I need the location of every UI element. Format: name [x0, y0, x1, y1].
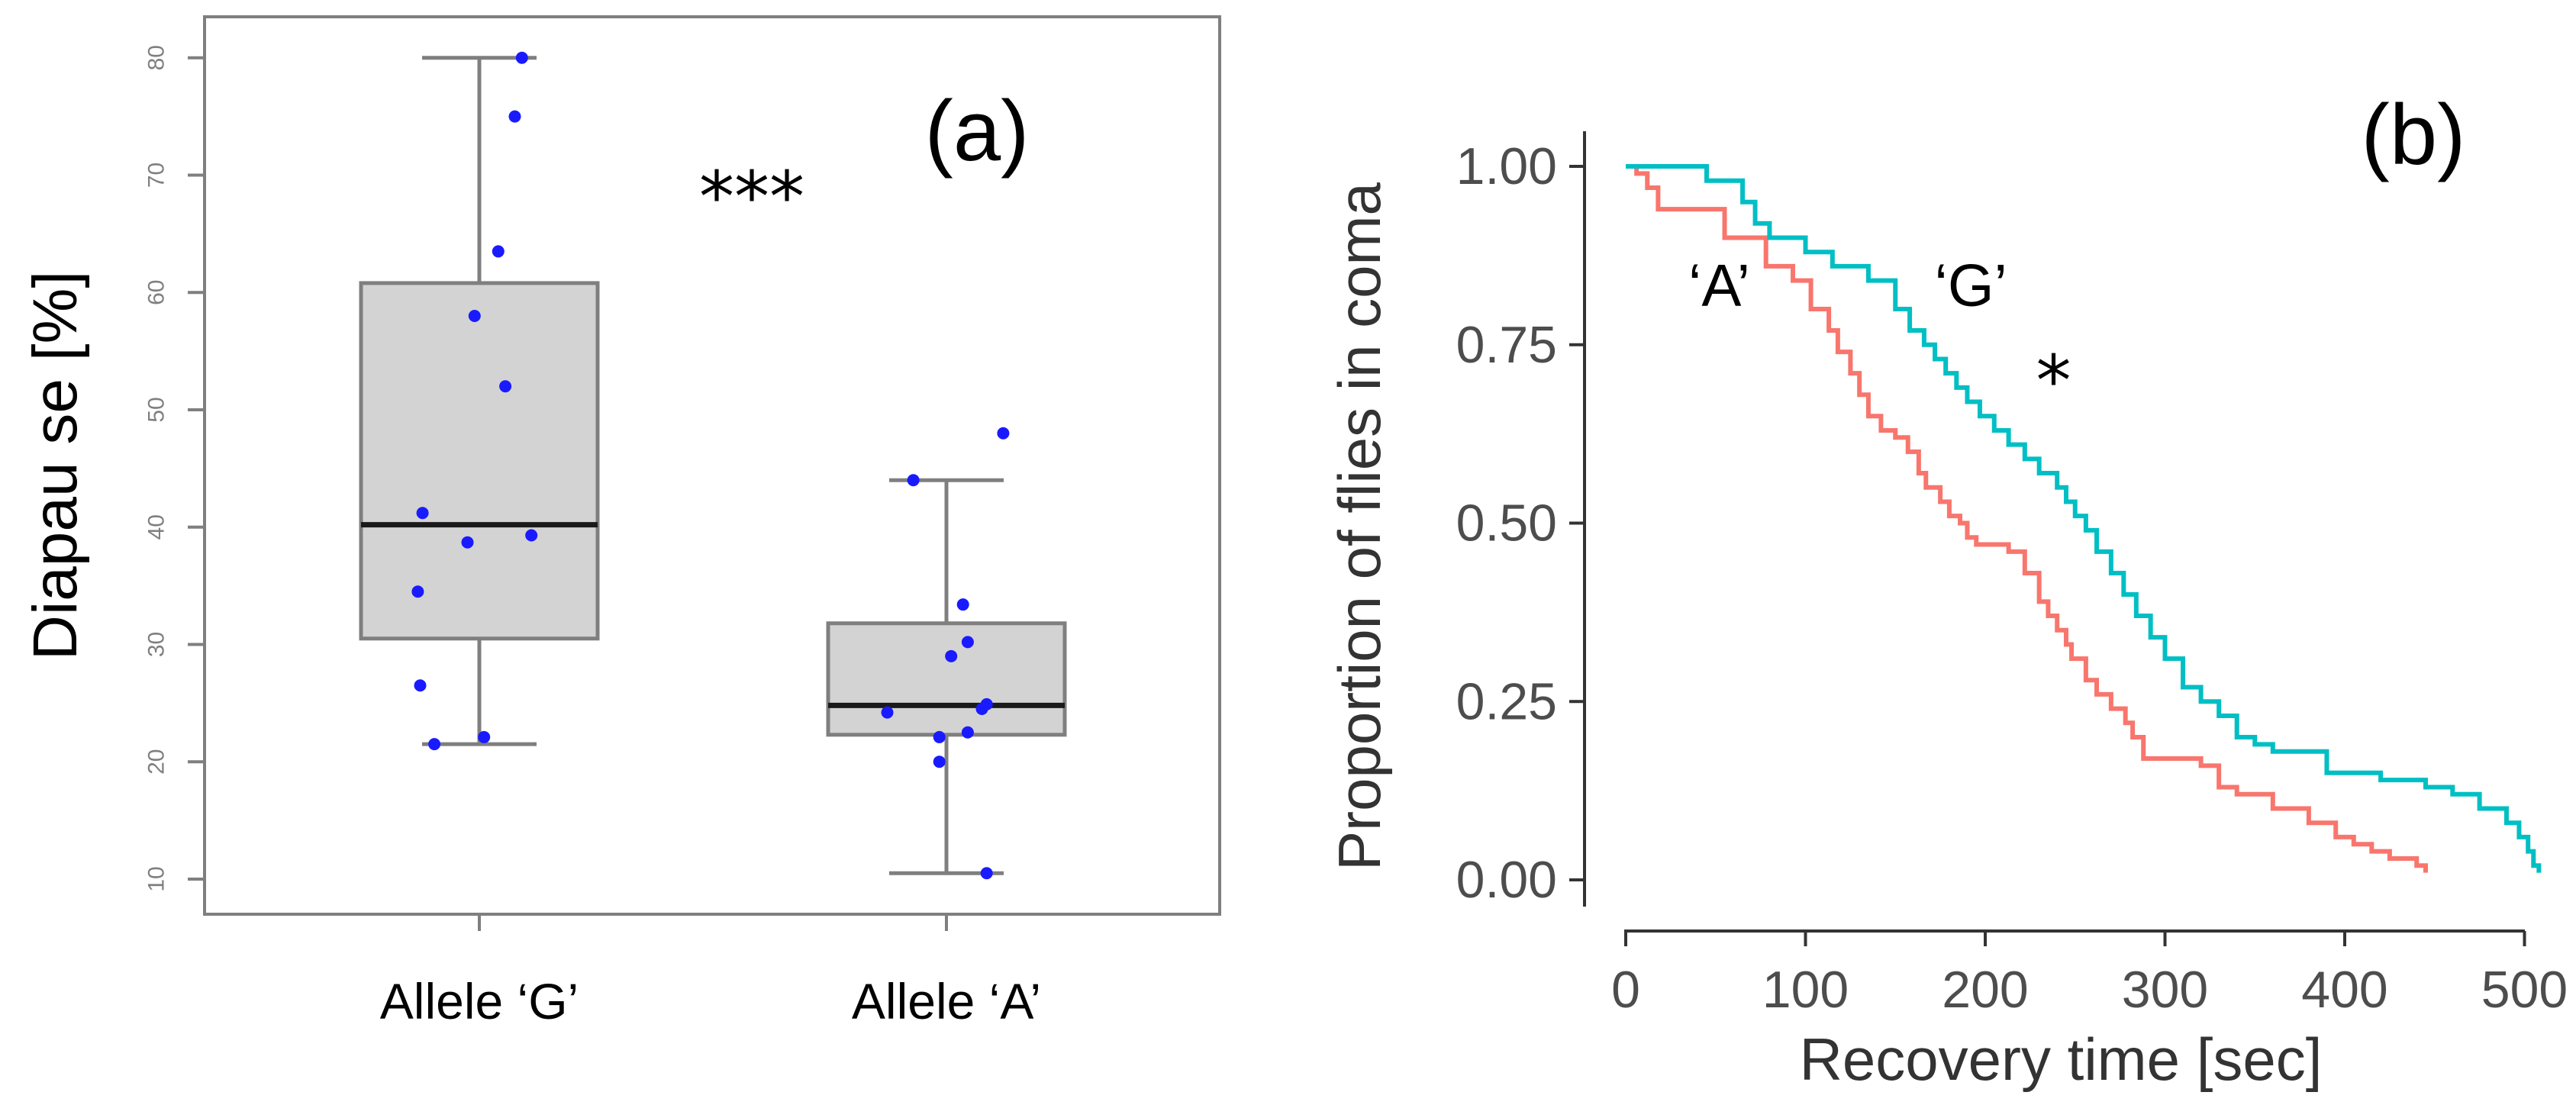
panel-a-data-point	[499, 380, 512, 393]
panel-a-y-tick-label: 10	[144, 866, 169, 891]
panel-a-boxplot: 10 20 30 40 50 60 70 80 Allele ‘G’ Allele ‘A’ (a…	[21, 15, 1221, 1029]
panel-a-data-point	[461, 536, 474, 549]
panel-a-y-tick-label: 50	[144, 397, 169, 422]
panel-a-box-allele-g	[359, 56, 600, 746]
panel-b-label: (b)	[2362, 87, 2466, 182]
panel-a-box-allele-a	[826, 478, 1067, 875]
panel-a-plot-frame	[203, 15, 1221, 916]
panel-a-y-tick-label: 80	[144, 45, 169, 70]
panel-b-y-tick-label: 0.25	[1456, 672, 1557, 730]
panel-a-data-point	[956, 598, 969, 611]
panel-a-data-point	[428, 738, 441, 751]
panel-a-data-point	[508, 110, 521, 123]
panel-a-y-tick-label: 40	[144, 514, 169, 540]
panel-b-y-tick-label: 0.00	[1456, 851, 1557, 909]
panel-b-series-allele-g-line	[1626, 164, 2542, 873]
panel-a-data-point	[411, 585, 424, 598]
panel-a-significance: ***	[699, 156, 804, 238]
panel-b-x-tick-label: 400	[2301, 961, 2387, 1019]
panel-a-y-tick-label: 70	[144, 163, 169, 188]
panel-a-data-point	[492, 245, 505, 258]
panel-a-y-tick-label: 20	[144, 749, 169, 775]
panel-a-data-point	[945, 649, 958, 662]
panel-b-x-axis-title: Recovery time [sec]	[1800, 1026, 2323, 1093]
panel-b-significance: *	[2036, 340, 2071, 422]
panel-a-data-point	[416, 507, 429, 520]
panel-a-data-point	[961, 636, 974, 649]
panel-a-y-tick-label: 60	[144, 280, 169, 305]
panel-a-label: (a)	[925, 83, 1030, 179]
panel-b-y-tick-label: 0.75	[1456, 316, 1557, 374]
panel-b-x-tick-label: 500	[2481, 961, 2568, 1019]
panel-a-y-tick-label: 30	[144, 632, 169, 657]
panel-a-data-point	[525, 529, 538, 542]
panel-a-data-point	[997, 427, 1010, 440]
panel-a-data-point	[881, 706, 894, 719]
panel-a-y-axis-title: Diapau se [%]	[21, 271, 90, 661]
panel-b-x-tick-label: 100	[1762, 961, 1849, 1019]
panel-a-data-point	[468, 309, 481, 322]
panel-b-survival-curves: 0.00 0.25 0.50 0.75 1.00 0 100 200 300 400 500 ‘A…	[1326, 87, 2568, 1093]
panel-a-data-point	[414, 679, 427, 692]
panel-a-x-tick-label: Allele ‘A’	[852, 973, 1041, 1029]
panel-a-data-point	[478, 730, 491, 743]
panel-a-data-point	[933, 755, 946, 768]
panel-b-x-tick-label: 0	[1611, 961, 1640, 1019]
panel-a-data-point	[933, 730, 946, 743]
panel-b-x-tick-label: 300	[2122, 961, 2208, 1019]
panel-b-series-label-allele-g: ‘G’	[1934, 251, 2007, 318]
panel-a-x-tick-label: Allele ‘G’	[380, 973, 579, 1029]
panel-b-series-allele-a-line	[1626, 164, 2428, 873]
panel-b-y-tick-label: 1.00	[1456, 137, 1557, 195]
box-iqr	[826, 621, 1067, 737]
panel-b-x-tick-label: 200	[1942, 961, 2028, 1019]
panel-a-data-point	[975, 703, 988, 716]
panel-b-y-tick-label: 0.50	[1456, 495, 1557, 552]
panel-a-data-point	[980, 867, 993, 880]
panel-a-data-point	[961, 726, 974, 739]
panel-b-y-axis-title: Proportion of flies in coma	[1326, 182, 1393, 871]
box-iqr	[359, 281, 600, 641]
panel-a-data-point	[907, 474, 920, 487]
panel-a-data-point	[515, 51, 528, 64]
panel-b-series-label-allele-a: ‘A’	[1688, 251, 1750, 318]
